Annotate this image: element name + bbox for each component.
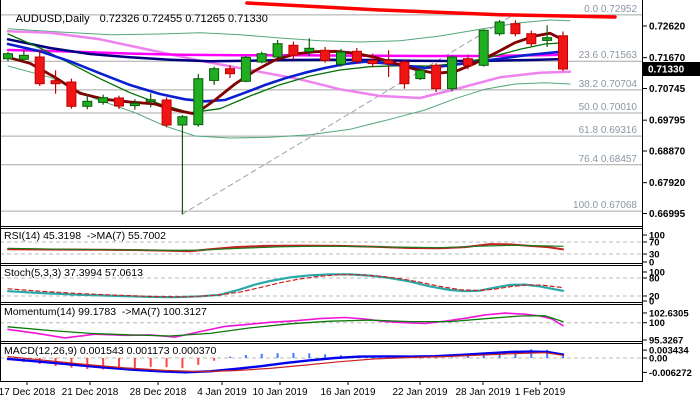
time-axis-label[interactable]: 28 Dec 2018 [130,387,187,398]
price-axis-label: 0.67920 [649,178,686,189]
chart-symbol-period: AUDUSD,Daily [15,13,90,25]
candle-body [82,100,93,107]
chart-ohlc-values: 0.72326 0.72455 0.71265 0.71330 [99,13,268,25]
candle-body [114,97,124,107]
candle-body [336,51,346,65]
candle-body [18,54,29,60]
time-axis-label[interactable]: 1 Feb 2019 [515,387,566,398]
price-axis-label: 0.69795 [649,116,686,127]
series-momentum-ma [7,315,564,337]
price-axis-label: 0.70745 [649,84,686,95]
time-axis-label[interactable]: 4 Jan 2019 [197,387,247,398]
rsi-axis-label: 100 [649,231,665,242]
fib-level-label: 0.0 0.72952 [584,4,637,15]
current-price-badge [643,62,700,76]
candle-body [542,37,553,41]
fib-level-label: 61.8 0.69316 [579,125,638,136]
price-axis-label: 0.68870 [649,147,686,158]
time-axis-label[interactable]: 10 Jan 2019 [252,387,307,398]
candle-body [447,56,457,90]
overlay-band-lower [7,65,571,139]
time-axis-label[interactable]: 21 Dec 2018 [62,387,119,398]
stoch-indicator-label: Stoch(5,3,3) 37.3994 57.0613 [4,267,143,279]
series-macd-main [6,350,565,374]
price-axis-label: 0.71670 [649,53,686,64]
candle-body [320,49,331,61]
candle-body [129,102,140,107]
fib-level-label: 76.4 0.68457 [579,154,638,165]
time-axis-label[interactable]: 22 Jan 2019 [392,387,447,398]
candle-body [383,59,394,65]
candle-body [462,58,473,66]
fib-level-label: 50.0 0.70010 [579,102,638,113]
candle-body [225,68,235,75]
candle-body [431,64,442,90]
candle-body [50,80,61,85]
price-axis-label: 0.72620 [649,22,686,33]
stoch-axis-label: 0 [649,297,654,308]
macd-indicator-label: MACD(12,26,9) 0.001543 0.001173 0.000370 [4,345,217,357]
candle-body [240,56,251,82]
overlay-resistance-red [245,1,617,19]
price-axis-label: 0.66995 [649,209,686,220]
macd-axis-label: 0.00 [649,354,668,365]
candle-body [288,44,299,56]
current-price-badge-text: 0.71330 [648,65,685,76]
candle-body [510,23,521,35]
candle-body [34,56,45,85]
series-stoch-d [7,274,564,298]
candle-body [193,78,204,126]
candle-body [66,81,77,107]
candle-body [209,68,220,81]
rsi-axis-label: 30 [649,250,660,261]
candle-body [526,33,537,45]
stoch-axis-label: 80 [649,274,660,285]
candle-body [145,99,156,102]
rsi-indicator-label: RSI(14) 45.3198 ->MA(7) 55.7002 [4,230,166,242]
overlay-ma-flat-magenta [6,48,567,58]
series-macd-signal [7,352,564,373]
rsi-axis-label: 70 [649,238,660,249]
overlay-band-upper [7,19,571,43]
stoch-axis-label: 20 [649,292,660,303]
candlesticks [3,20,568,215]
candle-body [399,61,410,85]
series-rsi-ma [7,244,564,251]
candle-body [351,50,362,62]
overlay-fib-trendline [181,13,516,215]
candle-body [304,47,315,53]
momentum-axis-label: 95.3267 [649,335,683,346]
time-axis-label[interactable]: 17 Dec 2018 [0,387,56,398]
overlay-ma-violet [6,30,572,100]
candle-body [3,53,13,60]
macd-axis-label: 0.003434 [649,346,689,357]
candle-body [256,53,267,63]
candle-body [98,97,109,103]
rsi-axis-label: 0 [649,258,654,269]
macd-axis-label: -0.006272 [649,368,692,379]
time-scale-area[interactable] [0,384,700,400]
momentum-axis-label: 100 [649,318,665,329]
chart-title: AUDUSD,Daily 0.72326 0.72455 0.71265 0.71… [4,1,268,37]
candle-body [367,59,378,65]
candle-body [478,29,489,66]
momentum-indicator-label: Momentum(14) 99.1783 ->MA(7) 100.3127 [4,306,207,318]
stoch-axis-label: 100 [649,268,665,279]
momentum-axis-label: 102.6305 [649,308,689,319]
candle-body [494,21,505,35]
time-axis-label[interactable]: 28 Jan 2019 [455,387,510,398]
candle-body [272,43,283,58]
fib-level-label: 100.0 0.67068 [573,200,637,211]
candle-body [415,69,426,80]
fib-level-label: 23.6 0.71563 [579,50,638,61]
time-axis-label[interactable]: 16 Jan 2019 [320,387,375,398]
candle-body [161,99,172,126]
fib-level-label: 38.2 0.70704 [579,79,638,90]
candle-body [558,35,568,70]
candle-body [177,116,188,126]
